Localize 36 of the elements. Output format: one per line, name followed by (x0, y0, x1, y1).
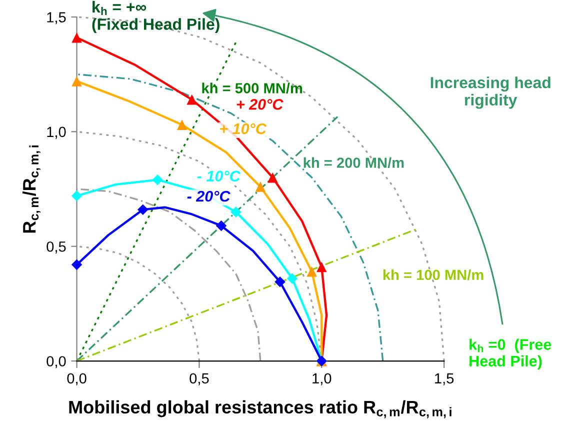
point (152, 174, 163, 186)
point (268, 172, 278, 183)
point (216, 220, 227, 232)
point (72, 76, 82, 86)
series-label: - 10°C (197, 170, 241, 182)
point (255, 182, 266, 192)
x-tick-label: 0,0 (67, 373, 86, 386)
y-axis-title: R$_{c,m}$/R$_{c,m,i}$ (22, 146, 40, 233)
y-tick-label: 1,5 (47, 12, 66, 24)
text: k$_{h}$ =0 (Free Head Pile) (470, 338, 552, 370)
point (274, 276, 286, 288)
annotation: k$_{h}$ = +∞ (Fixed Head Pile) (92, 0, 220, 34)
x-tick-label: 1,5 (435, 373, 454, 386)
x-tick-label: 0,5 (190, 373, 209, 386)
point (71, 259, 82, 270)
series-label: kh = 200 MN/m (304, 157, 404, 168)
point (138, 204, 148, 216)
series-label: - 20°C (187, 190, 230, 202)
y-tick-label: 0,0 (46, 356, 66, 368)
y-tick-label: 0,5 (46, 241, 66, 254)
point (176, 120, 188, 130)
annotation: Increasing head rigidity (430, 76, 550, 109)
series-label: + 10°C (220, 123, 267, 134)
point (186, 94, 198, 105)
x-axis-title: Mobilised global resistances ratio R$_{c,m}$/R$_{c,m,i}$ (69, 400, 452, 418)
point (230, 206, 242, 218)
point (306, 266, 317, 277)
point (72, 32, 82, 43)
y-tick-label: 1,0 (47, 126, 66, 139)
series-label: + 20°C (236, 98, 284, 110)
series-label: kh = 100 MN/m (383, 269, 484, 280)
point (316, 262, 327, 272)
x-tick-label: 1,0 (312, 373, 332, 386)
series-label: kh = 500 MN/m (202, 82, 302, 94)
point (71, 190, 82, 202)
point (286, 273, 298, 284)
